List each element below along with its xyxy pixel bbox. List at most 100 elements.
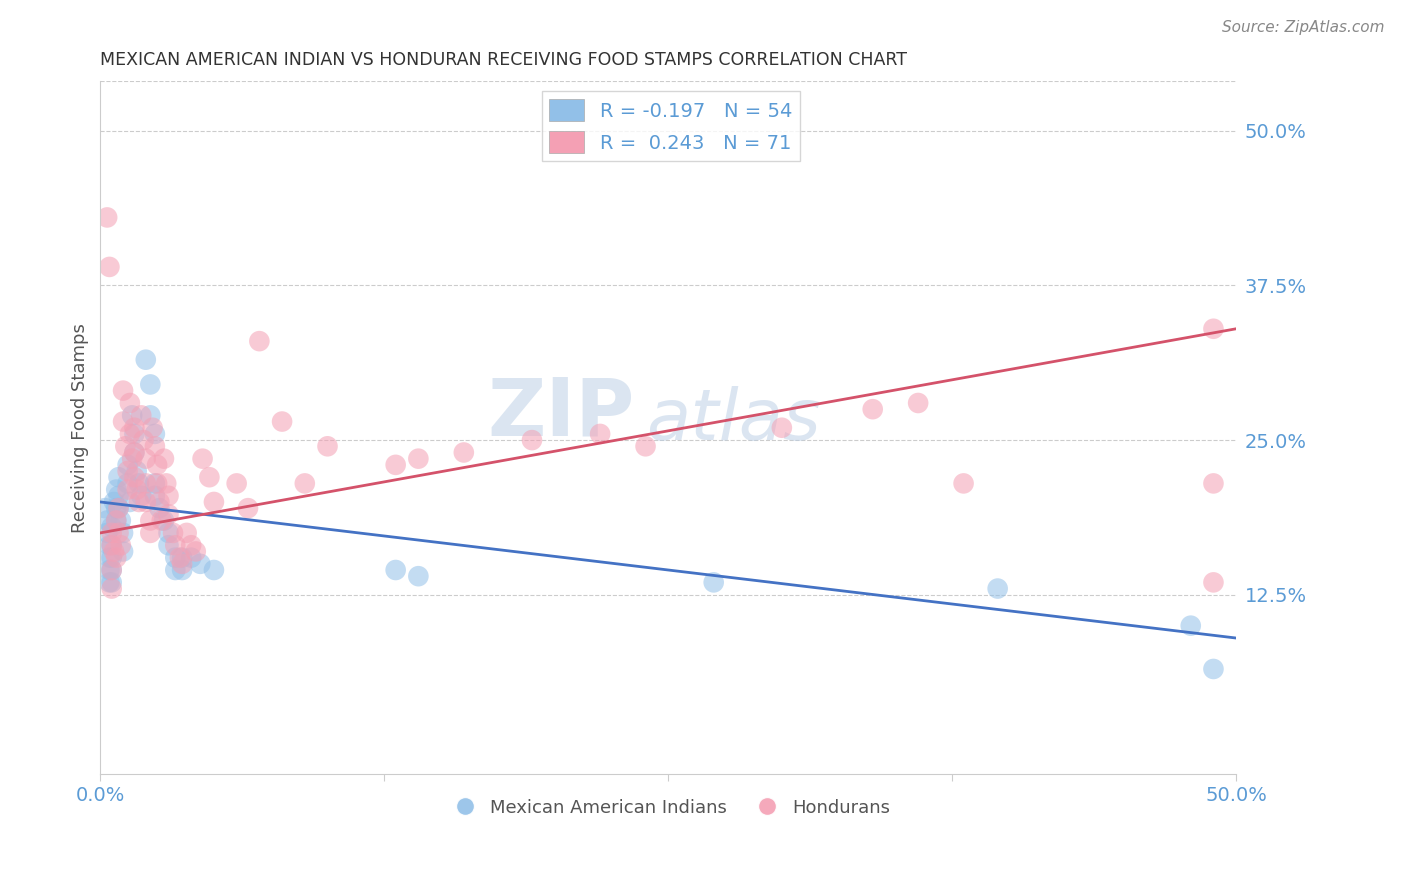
Point [128,495,150,509]
Point [112,415,135,429]
Point [94,501,117,516]
Point [520,433,543,447]
Point [117,464,139,478]
Point [100,538,122,552]
Point [236,501,259,516]
Point [114,439,136,453]
Point [165,563,187,577]
Point [453,445,475,459]
Text: MEXICAN AMERICAN INDIAN VS HONDURAN RECEIVING FOOD STAMPS CORRELATION CHART: MEXICAN AMERICAN INDIAN VS HONDURAN RECE… [100,51,907,69]
Point [202,495,225,509]
Point [100,582,122,596]
Point [125,464,148,478]
Point [862,402,884,417]
Point [124,426,146,441]
Point [98,260,121,274]
Point [124,445,146,459]
Point [142,421,165,435]
Point [96,514,118,528]
Point [100,563,122,577]
Point [112,384,135,398]
Point [271,415,294,429]
Point [110,514,132,528]
Point [103,544,125,558]
Point [155,476,177,491]
Point [105,483,128,497]
Point [180,550,202,565]
Text: atlas: atlas [645,386,820,455]
Point [112,544,135,558]
Point [148,495,170,509]
Point [107,501,129,516]
Point [143,439,166,453]
Point [117,476,139,491]
Point [172,563,194,577]
Point [198,470,221,484]
Point [247,334,270,348]
Point [408,569,430,583]
Point [907,396,929,410]
Point [146,476,169,491]
Point [124,470,146,484]
Point [135,495,157,509]
Point [184,544,207,558]
Point [176,525,198,540]
Point [105,514,128,528]
Point [121,451,143,466]
Point [148,501,170,516]
Point [98,550,121,565]
Point [107,525,129,540]
Point [100,525,122,540]
Point [132,433,155,447]
Point [98,563,121,577]
Text: Source: ZipAtlas.com: Source: ZipAtlas.com [1222,20,1385,35]
Point [110,538,132,552]
Point [153,514,176,528]
Point [1202,322,1225,336]
Point [165,538,187,552]
Point [384,563,406,577]
Point [162,525,184,540]
Point [107,470,129,484]
Point [129,409,152,423]
Text: ZIP: ZIP [486,375,634,453]
Point [589,426,612,441]
Point [96,211,118,225]
Point [107,501,129,516]
Point [139,525,162,540]
Point [105,514,128,528]
Point [146,458,169,472]
Point [169,550,191,565]
Point [100,575,122,590]
Point [153,451,176,466]
Point [98,575,121,590]
Point [112,525,135,540]
Point [100,550,122,565]
Point [105,501,128,516]
Point [172,550,194,565]
Point [157,508,180,522]
Point [165,550,187,565]
Point [384,458,406,472]
Point [103,495,125,509]
Point [135,451,157,466]
Legend: Mexican American Indians, Hondurans: Mexican American Indians, Hondurans [440,791,897,824]
Point [294,476,316,491]
Point [143,489,166,503]
Point [634,439,657,453]
Point [100,538,122,552]
Point [118,396,141,410]
Point [157,538,180,552]
Point [143,426,166,441]
Point [139,514,162,528]
Point [172,557,194,571]
Point [316,439,339,453]
Point [225,476,247,491]
Point [118,495,141,509]
Point [135,476,157,491]
Point [703,575,725,590]
Point [157,525,180,540]
Point [180,538,202,552]
Point [1180,618,1202,632]
Point [124,445,146,459]
